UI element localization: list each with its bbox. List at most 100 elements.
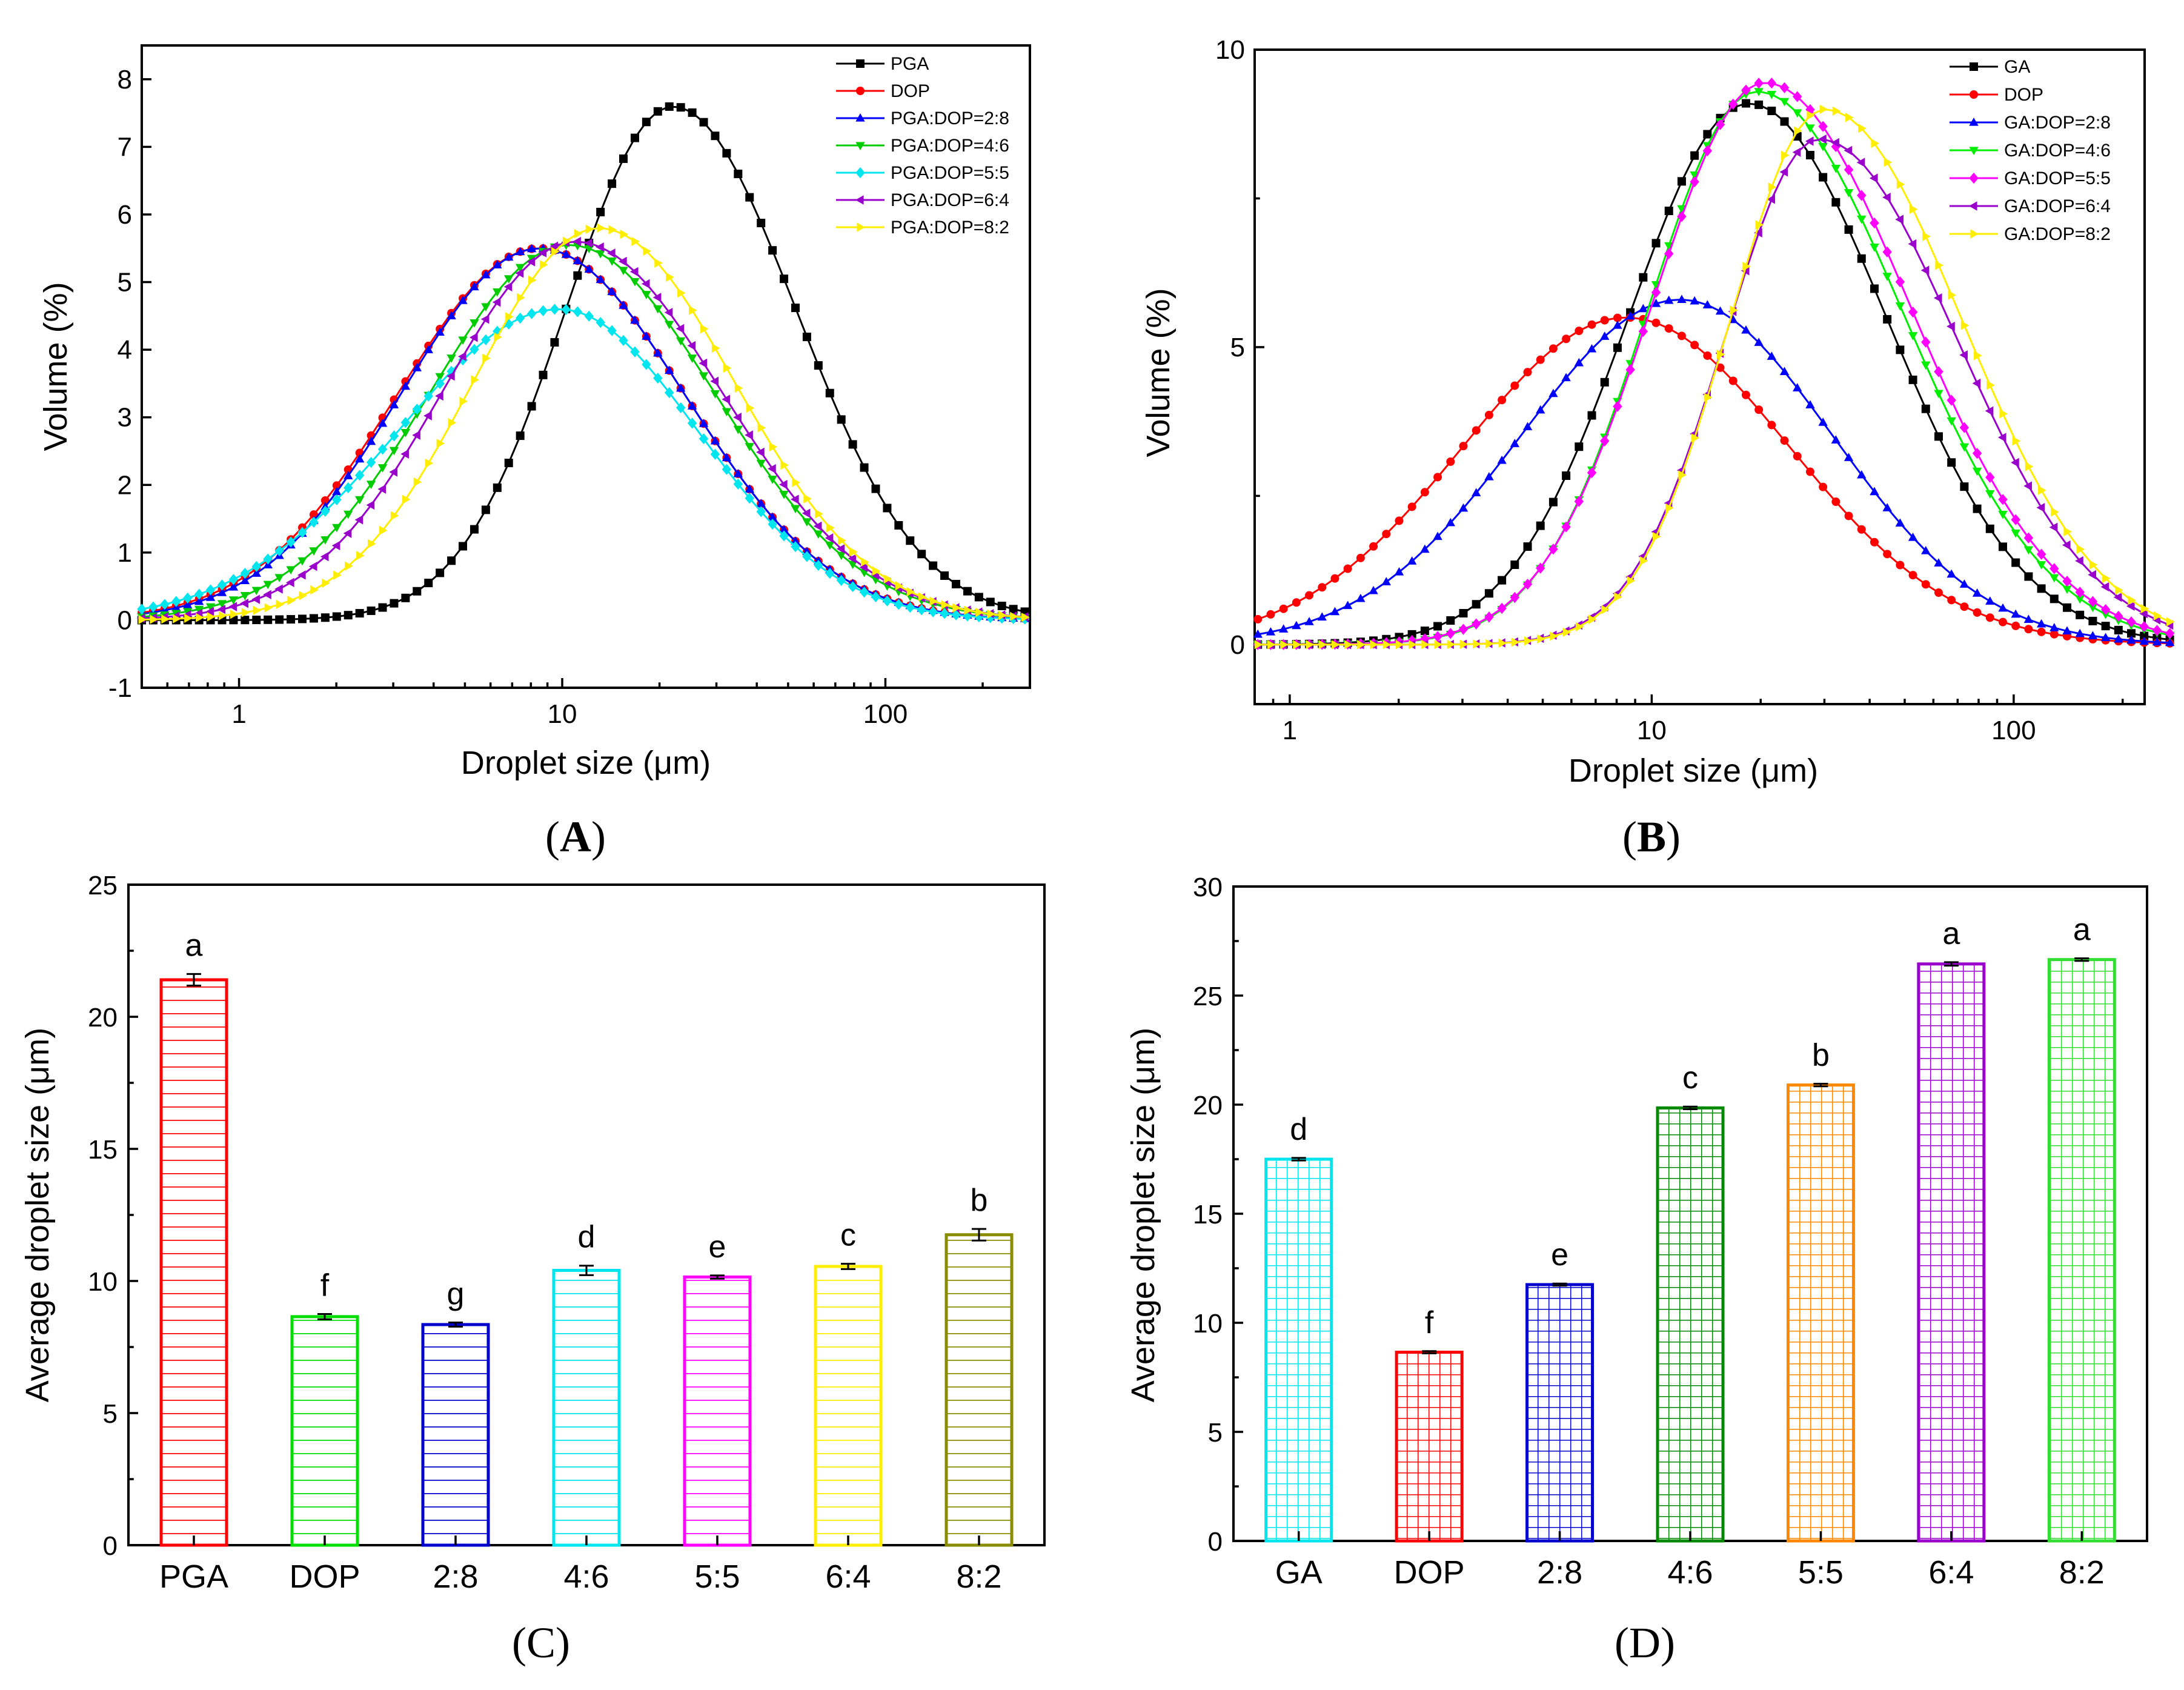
legend-marker <box>855 167 865 179</box>
series-point <box>768 464 776 474</box>
series-point <box>263 590 271 599</box>
legend-marker <box>1970 90 1978 99</box>
series-point <box>1921 404 1930 413</box>
series-point <box>687 341 696 351</box>
series-point <box>1715 119 1725 130</box>
series-point <box>379 525 388 536</box>
series-dop <box>1253 313 2174 648</box>
series-point <box>2050 574 2059 583</box>
series-point <box>1857 215 1867 224</box>
series-point <box>1304 617 1314 625</box>
series-point <box>1638 304 1648 313</box>
series-point <box>171 603 181 611</box>
series-point <box>1973 351 1982 361</box>
series-point <box>1883 314 1892 324</box>
series-point <box>733 478 743 490</box>
series-point <box>2152 625 2162 636</box>
series-point <box>768 246 777 255</box>
series-point <box>1421 640 1430 650</box>
series-point <box>183 592 193 604</box>
series-point <box>1779 82 1790 93</box>
series-point <box>596 207 605 216</box>
series-point <box>458 336 468 345</box>
series-point <box>2011 529 2020 538</box>
series-point <box>1831 497 1840 507</box>
series-point <box>1651 287 1661 298</box>
series-point <box>1857 254 1866 263</box>
series-point <box>871 591 881 603</box>
series-point <box>631 236 640 247</box>
series-point <box>367 606 376 615</box>
series-point <box>848 440 857 449</box>
series-point <box>836 544 845 554</box>
legend-label: PGA:DOP=8:2 <box>891 218 1009 238</box>
y-tick-label: 10 <box>1215 35 1245 65</box>
series-point <box>228 574 239 585</box>
series-point <box>1754 88 1764 96</box>
panel-d-caption: (D) <box>1615 1618 1675 1667</box>
series-point <box>2011 514 2020 525</box>
series-point <box>974 593 983 602</box>
series-point <box>1792 147 1801 157</box>
series-point <box>1664 295 1674 304</box>
series-point <box>425 458 434 468</box>
y-tick-label: 25 <box>88 871 118 900</box>
series-point <box>332 494 342 505</box>
y-tick-label: 5 <box>118 268 132 298</box>
series-point <box>917 550 926 559</box>
series-point <box>1934 558 1943 567</box>
series-point <box>344 510 353 519</box>
series-point <box>1819 173 1828 182</box>
series-point <box>1562 627 1572 637</box>
legend-marker <box>855 113 865 122</box>
series-point <box>205 584 216 596</box>
series-point <box>1561 521 1571 533</box>
series-point <box>722 408 732 417</box>
series-point <box>1613 343 1622 352</box>
series-point <box>1920 265 1930 275</box>
significance-letter: f <box>1425 1305 1434 1340</box>
series-point <box>2139 636 2149 645</box>
series-point <box>2102 573 2111 584</box>
series-point <box>492 298 501 307</box>
series-point <box>1600 316 1609 325</box>
series-point <box>1780 436 1789 445</box>
series-point <box>481 303 491 311</box>
series-point <box>689 305 697 315</box>
series-point <box>2088 596 2098 607</box>
x-tick-label: 100 <box>1991 716 2036 745</box>
series-point <box>389 400 399 408</box>
series-point <box>596 274 605 284</box>
series-point <box>675 383 686 392</box>
legend-label: GA:DOP=8:2 <box>2004 224 2111 244</box>
y-tick-label: 20 <box>1193 1091 1223 1120</box>
series-point <box>1522 422 1533 430</box>
panel-b-line-chart: 1 10 100 0 5 10 GA DOP GA:DOP=2:8 GA:DOP=4:6 GA:D… <box>1140 35 2175 861</box>
series-point <box>264 615 273 624</box>
series-point <box>2140 604 2149 614</box>
series-point <box>1369 585 1378 594</box>
series-point <box>481 270 491 279</box>
series-point <box>1318 640 1327 650</box>
series-point <box>1394 567 1404 576</box>
series-point <box>1381 577 1391 585</box>
series-point <box>1600 378 1609 387</box>
x-tick-label: 1 <box>1283 716 1297 745</box>
series-point <box>1548 344 1558 353</box>
series-point <box>2024 625 2033 634</box>
series-point <box>814 530 823 539</box>
series-point <box>1330 574 1339 583</box>
series-point <box>666 272 674 282</box>
series-point <box>470 319 479 328</box>
series-point <box>470 525 479 534</box>
series-point <box>480 314 490 324</box>
series-point <box>194 605 204 614</box>
series-point <box>354 454 365 463</box>
series-point <box>390 511 399 521</box>
series-point <box>1254 640 1263 650</box>
series-point <box>138 614 147 625</box>
series-point <box>699 358 708 368</box>
series-point <box>1972 588 1982 597</box>
series-point <box>951 609 961 620</box>
series-point <box>814 559 823 571</box>
